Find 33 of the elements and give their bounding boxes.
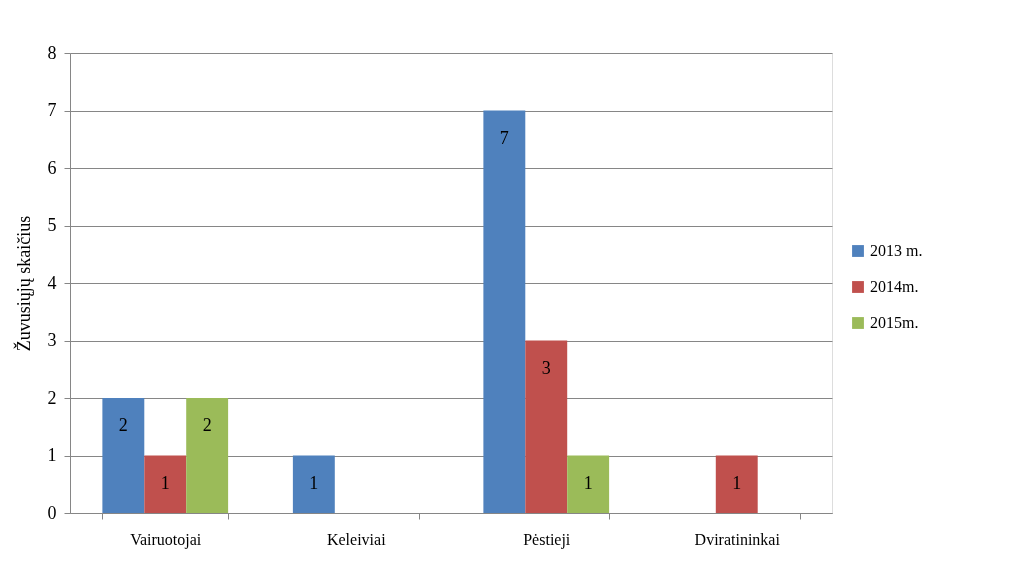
y-tick-label: 6 xyxy=(47,157,57,178)
bar xyxy=(715,455,758,513)
x-tick-label: Dviratininkai xyxy=(694,530,781,548)
legend-label: 2014m. xyxy=(870,278,919,295)
y-tick-label: 4 xyxy=(47,272,57,293)
data-label: 1 xyxy=(160,472,170,493)
data-label: 2 xyxy=(118,415,128,435)
y-tick-label: 0 xyxy=(47,502,57,523)
legend-label: 2015m. xyxy=(870,314,919,331)
data-label: 1 xyxy=(583,472,593,493)
y-tick-label: 8 xyxy=(47,42,57,63)
bar xyxy=(292,455,335,513)
bar xyxy=(186,398,229,513)
legend-label: 2013 m. xyxy=(870,242,923,259)
x-tick-label: Keleiviai xyxy=(326,530,387,548)
data-label: 2 xyxy=(202,415,212,435)
bar xyxy=(483,110,526,513)
y-tick-label: 3 xyxy=(47,330,57,350)
data-label: 1 xyxy=(309,472,319,493)
y-tick-label: 5 xyxy=(47,215,57,235)
bar xyxy=(144,455,187,513)
y-tick-label: 7 xyxy=(47,100,57,120)
y-axis-title: Žuvusiųjų skaičius xyxy=(12,215,34,352)
x-tick-label: Vairuotojai xyxy=(130,530,202,549)
y-tick-label: 2 xyxy=(47,387,57,408)
data-label: 1 xyxy=(732,472,742,493)
y-tick-label: 1 xyxy=(47,445,57,465)
data-label: 3 xyxy=(541,357,551,378)
bar xyxy=(567,455,610,513)
bar xyxy=(102,398,145,513)
x-tick-label: Pėstieji xyxy=(523,530,571,549)
bar xyxy=(525,340,568,513)
data-label: 7 xyxy=(499,127,509,148)
